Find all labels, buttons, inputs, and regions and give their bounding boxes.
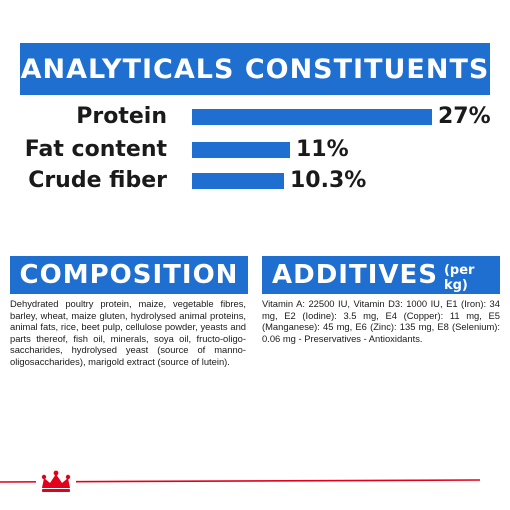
additives-unit: (per kg) [443,263,475,293]
page-title: ANALYTICALS CONSTITUENTS [20,53,490,85]
constituent-label: Protein [76,104,167,129]
title-banner: ANALYTICALS CONSTITUENTS [20,43,490,95]
additives-title: ADDITIVES [272,260,438,290]
composition-text: Dehydrated poultry protein, maize, veget… [10,298,246,367]
constituent-bar [192,173,284,189]
constituent-row-fat: Fat content 11% [0,134,510,166]
additives-text: Vitamin A: 22500 IU, Vitamin D3: 1000 IU… [262,298,500,344]
constituent-bar [192,109,432,125]
constituent-label: Crude fiber [28,168,167,193]
additives-heading: ADDITIVES (per kg) [262,256,500,294]
composition-heading: COMPOSITION [10,256,248,294]
constituent-label: Fat content [24,137,167,162]
crown-icon [36,470,76,494]
constituent-bar [192,142,290,158]
constituent-value: 11% [296,137,349,162]
constituent-row-protein: Protein 27% [0,101,510,133]
footer-divider [0,479,480,483]
constituent-row-fiber: Crude fiber 10.3% [0,165,510,197]
composition-title: COMPOSITION [19,260,239,290]
constituent-value: 10.3% [290,168,367,193]
constituent-value: 27% [438,104,491,129]
